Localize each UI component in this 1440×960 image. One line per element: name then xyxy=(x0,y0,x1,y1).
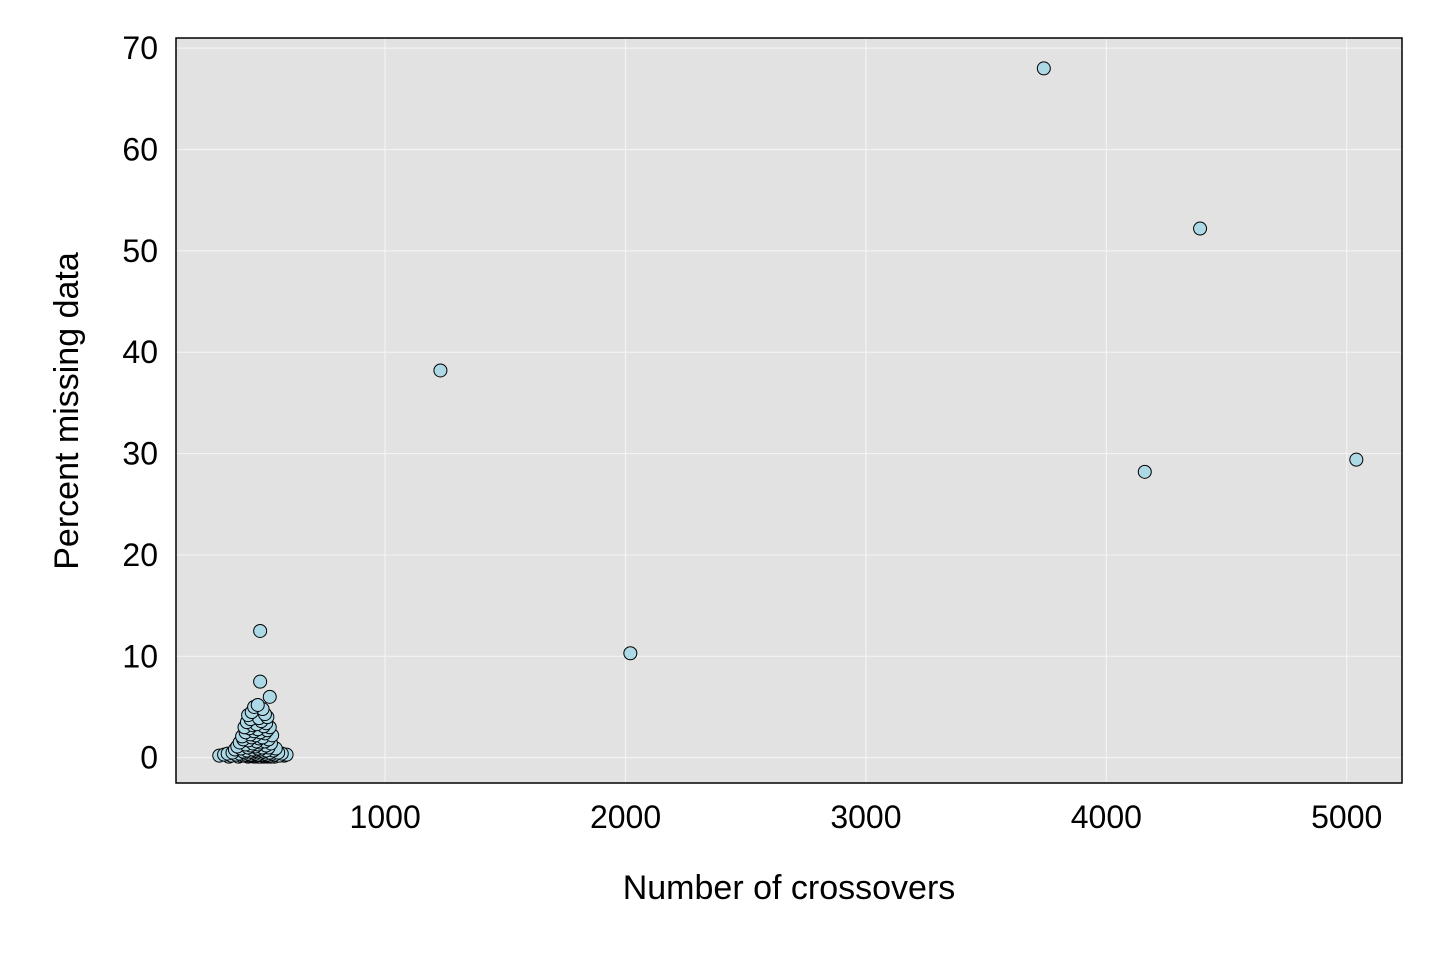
y-tick-label: 0 xyxy=(140,740,158,776)
data-point xyxy=(253,623,268,638)
y-tick-label: 60 xyxy=(122,131,158,167)
plot-frame xyxy=(175,37,1403,784)
x-tick-label: 2000 xyxy=(590,799,661,835)
y-tick-label: 70 xyxy=(122,30,158,66)
data-point xyxy=(1349,452,1364,467)
data-points xyxy=(212,61,1364,764)
y-tick-label: 50 xyxy=(122,233,158,269)
y-tick-labels: 0 10 20 30 40 50 60 70 xyxy=(122,30,158,776)
data-point xyxy=(250,697,265,712)
x-tick-labels: 1000 2000 3000 4000 5000 xyxy=(350,799,1383,835)
plot-background xyxy=(176,38,1402,783)
data-point xyxy=(1193,221,1208,236)
x-tick-label: 1000 xyxy=(350,799,421,835)
data-point xyxy=(262,689,277,704)
y-axis-title: Percent missing data xyxy=(48,252,86,570)
data-point xyxy=(623,646,638,661)
grid xyxy=(176,38,1402,783)
data-point xyxy=(433,363,448,378)
y-tick-label: 10 xyxy=(122,638,158,674)
data-point xyxy=(1036,61,1051,76)
x-tick-label: 4000 xyxy=(1071,799,1142,835)
y-tick-label: 30 xyxy=(122,436,158,472)
data-point xyxy=(253,674,268,689)
x-axis-title: Number of crossovers xyxy=(623,869,956,907)
data-point xyxy=(1137,464,1152,479)
y-tick-label: 20 xyxy=(122,537,158,573)
x-tick-label: 3000 xyxy=(830,799,901,835)
y-tick-label: 40 xyxy=(122,334,158,370)
x-tick-label: 5000 xyxy=(1311,799,1382,835)
